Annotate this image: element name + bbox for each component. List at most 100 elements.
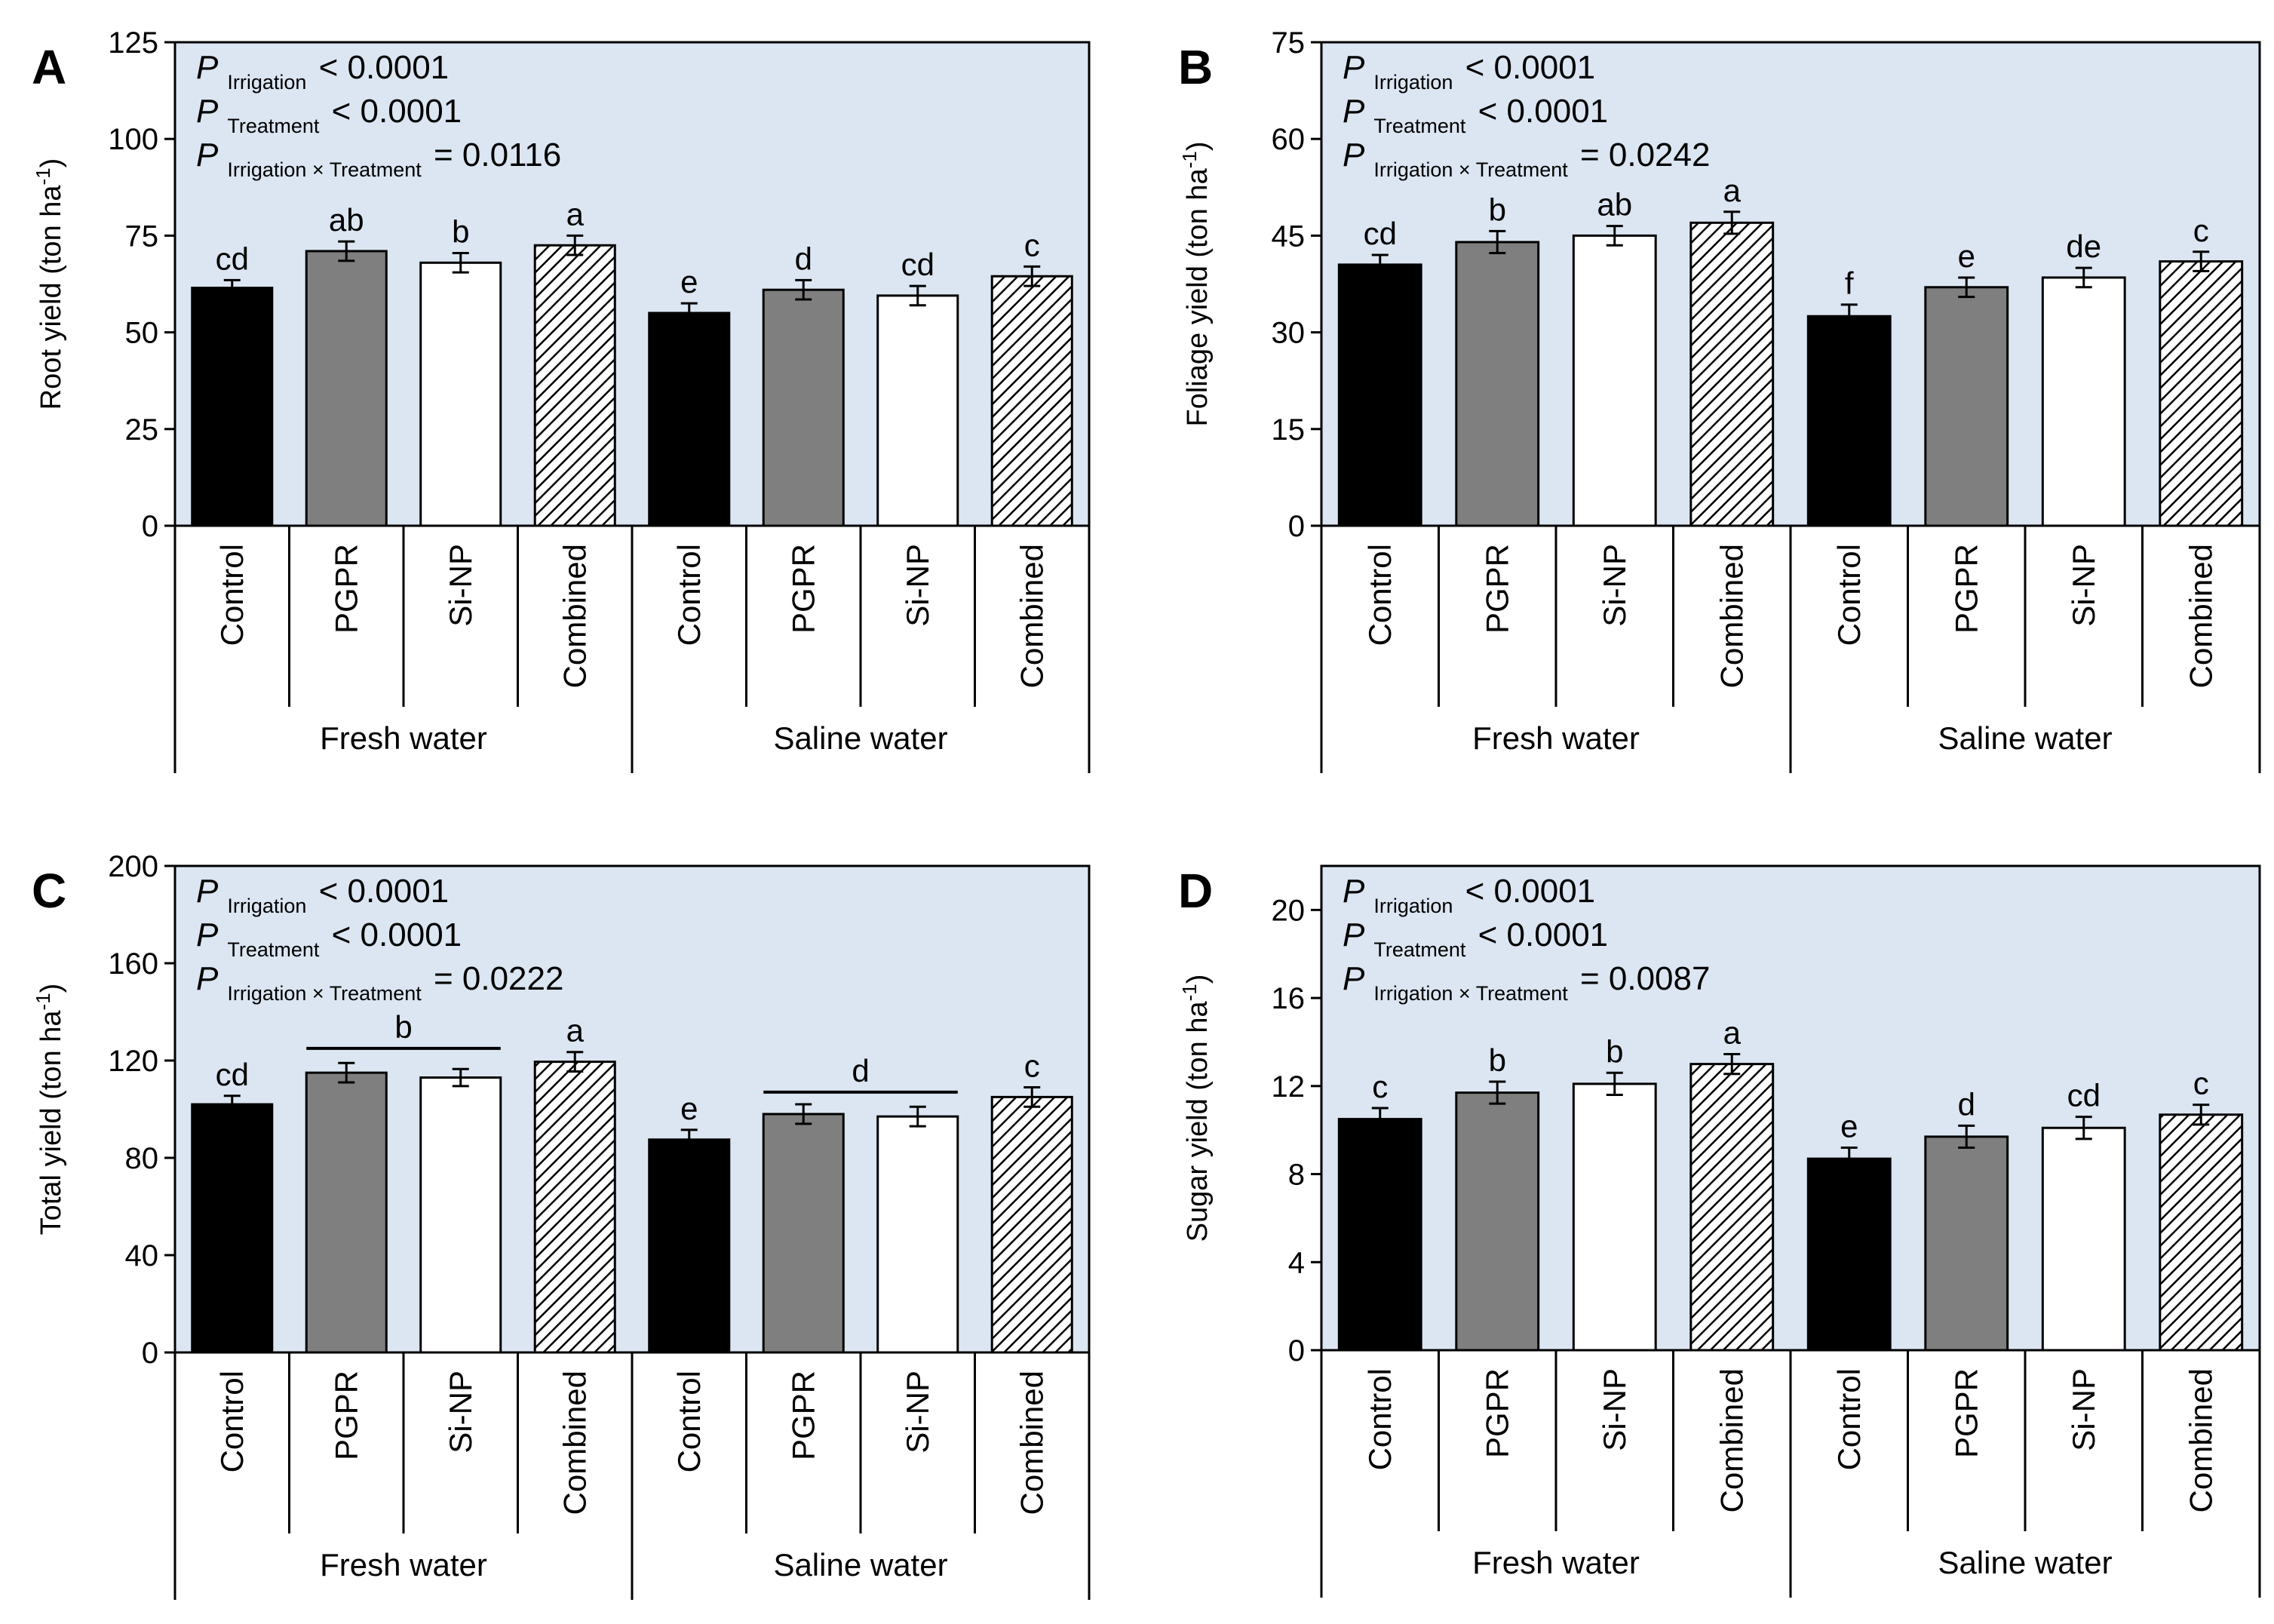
significance-letter: a — [566, 196, 585, 232]
bar — [191, 1103, 274, 1354]
stat-line: P Treatment < 0.0001 — [196, 93, 462, 137]
y-tick-label: 0 — [1288, 1334, 1305, 1368]
x-tick-label: Si-NP — [1597, 1368, 1632, 1451]
x-tick-label: Control — [1831, 544, 1867, 646]
significance-letter: a — [566, 1013, 585, 1048]
x-tick-label: Control — [214, 544, 250, 646]
y-tick-label: 200 — [108, 850, 158, 883]
significance-letter: c — [2193, 1066, 2209, 1101]
x-tick-label: Si-NP — [443, 1371, 478, 1454]
bar — [1806, 315, 1892, 527]
significance-letter: a — [1723, 1015, 1742, 1051]
significance-letter: c — [2193, 213, 2209, 248]
stat-line: P Irrigation < 0.0001 — [196, 873, 449, 917]
x-tick-label: Si-NP — [1597, 544, 1632, 627]
y-tick-label: 100 — [108, 123, 158, 156]
significance-letter: f — [1845, 266, 1854, 301]
bar — [990, 275, 1073, 527]
x-tick-label: Combined — [1714, 1368, 1749, 1512]
x-tick-label: Combined — [2183, 544, 2218, 688]
y-axis-title: Total yield (ton ha-1) — [32, 984, 67, 1236]
x-tick-label: Si-NP — [900, 544, 935, 627]
stat-line: P Irrigation × Treatment = 0.0242 — [1343, 137, 1710, 181]
y-tick-label: 160 — [108, 947, 158, 981]
significance-letter: c — [1372, 1069, 1388, 1104]
panel-label: C — [32, 864, 66, 918]
significance-letter: c — [1024, 1048, 1040, 1083]
y-tick-label: 125 — [108, 26, 158, 60]
y-tick-label: 30 — [1272, 317, 1306, 350]
bar — [1572, 1082, 1657, 1352]
stat-line: P Treatment < 0.0001 — [1343, 916, 1608, 961]
x-tick-label: Control — [671, 544, 707, 646]
panel-a: 0 25 50 75 100 125 Root yield (ton ha-1) A P Irri… — [32, 26, 1091, 773]
x-tick-label: Control — [1362, 544, 1398, 646]
stat-line: P Irrigation < 0.0001 — [196, 49, 449, 94]
significance-letter: cd — [2067, 1078, 2101, 1113]
y-tick-label: 75 — [125, 220, 159, 253]
x-tick-label: PGPR — [1948, 1368, 1984, 1458]
group-label: Saline water — [1938, 1545, 2112, 1580]
y-tick-label: 40 — [125, 1239, 159, 1272]
stat-line: P Irrigation < 0.0001 — [1343, 873, 1595, 917]
panel-label: B — [1178, 40, 1213, 94]
significance-letter: de — [2066, 229, 2101, 264]
x-tick-label: Si-NP — [2066, 1368, 2101, 1451]
bar — [2041, 276, 2126, 527]
significance-letter: b — [1489, 1042, 1506, 1078]
y-tick-label: 60 — [1272, 123, 1306, 156]
significance-letter: d — [795, 241, 812, 276]
significance-letter: b — [452, 213, 469, 249]
x-tick-label: PGPR — [1479, 1368, 1514, 1458]
x-tick-label: Control — [214, 1371, 250, 1472]
bar — [876, 294, 959, 527]
significance-letter: cd — [216, 241, 249, 276]
bar — [1689, 1063, 1775, 1352]
x-tick-label: PGPR — [1948, 544, 1984, 634]
significance-letter: cd — [216, 1057, 249, 1092]
x-tick-label: Si-NP — [2066, 544, 2101, 627]
y-tick-label: 4 — [1288, 1246, 1305, 1279]
bar — [876, 1115, 959, 1354]
panel-c: 0 40 80 120 160 200 Total yield (ton ha-1) C P Ir… — [32, 850, 1091, 1600]
group-label: Saline water — [773, 720, 947, 756]
stat-line: P Irrigation < 0.0001 — [1343, 49, 1595, 94]
panel-d: 0 4 8 12 16 20 Sugar yield (ton ha-1) D P Irrigat… — [1178, 864, 2261, 1598]
stat-line: P Irrigation × Treatment = 0.0222 — [196, 960, 563, 1005]
significance-letter: c — [1024, 227, 1040, 262]
shared-letter: b — [394, 1009, 412, 1045]
panel-label: D — [1178, 864, 1213, 918]
y-tick-label: 20 — [1272, 894, 1306, 927]
stat-line: P Treatment < 0.0001 — [196, 916, 462, 961]
x-tick-label: Combined — [1714, 544, 1749, 688]
bar — [1572, 234, 1657, 527]
group-label: Fresh water — [320, 720, 487, 756]
bar — [1806, 1157, 1892, 1352]
significance-letter: a — [1723, 173, 1742, 208]
x-tick-label: PGPR — [1479, 544, 1514, 634]
y-tick-label: 25 — [125, 413, 159, 447]
bar — [533, 1061, 616, 1354]
y-axis-title: Sugar yield (ton ha-1) — [1178, 975, 1214, 1242]
x-tick-label: Si-NP — [443, 544, 478, 627]
bar — [191, 287, 274, 527]
stat-line: P Treatment < 0.0001 — [1343, 93, 1608, 137]
significance-letter: e — [680, 264, 698, 299]
y-tick-label: 0 — [142, 1337, 158, 1370]
significance-letter: e — [1840, 1109, 1858, 1144]
significance-letter: cd — [1364, 216, 1397, 251]
bar — [2159, 260, 2244, 527]
x-tick-label: Combined — [1014, 1371, 1049, 1515]
bar — [1337, 1118, 1422, 1352]
significance-letter: cd — [901, 247, 934, 282]
group-label: Fresh water — [1472, 1545, 1640, 1580]
y-tick-label: 15 — [1272, 413, 1306, 447]
x-tick-label: PGPR — [328, 544, 364, 634]
significance-letter: b — [1489, 192, 1506, 227]
x-tick-label: Combined — [2183, 1368, 2218, 1512]
significance-letter: b — [1606, 1033, 1623, 1069]
significance-letter: ab — [1597, 187, 1632, 223]
x-tick-label: Combined — [557, 544, 592, 688]
bar — [1924, 286, 2009, 527]
